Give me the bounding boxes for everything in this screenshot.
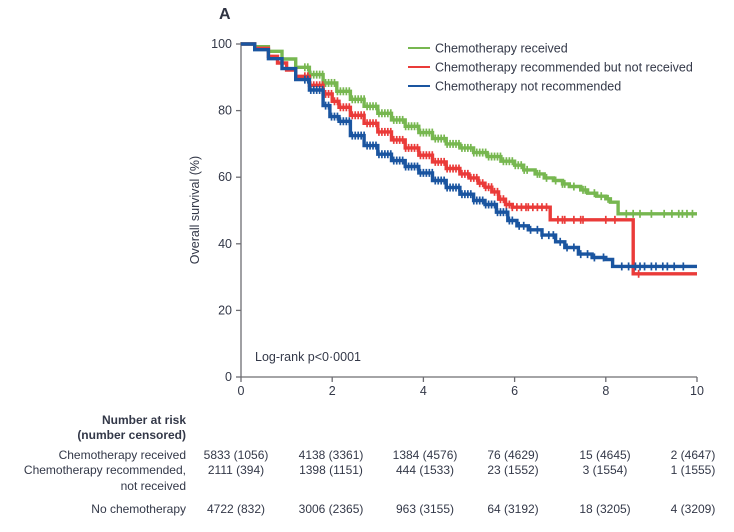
risk-value: 2 (4647)	[670, 448, 716, 462]
risk-value: 1 (1555)	[670, 463, 716, 477]
y-tick-label: 0	[225, 370, 232, 384]
logrank-annotation: Log-rank p<0·0001	[255, 350, 361, 364]
km-curve-2	[241, 42, 697, 269]
x-tick-label: 6	[511, 384, 518, 398]
y-tick-label: 60	[218, 170, 232, 184]
risk-table-header: Number at risk	[101, 413, 186, 427]
survival-chart: 0 20 40 60 80 100 0 2 4 6 8 10 Overall survival (%) C…	[188, 37, 704, 398]
panel-label: A	[219, 6, 231, 23]
risk-value: 3006 (2365)	[298, 502, 364, 516]
risk-value: 3 (1554)	[582, 463, 628, 477]
risk-value: 4 (3209)	[670, 502, 716, 516]
km-curve-0	[241, 42, 697, 216]
risk-table-header: (number censored)	[77, 428, 186, 442]
legend-label-1: Chemotherapy recommended but not receive…	[435, 61, 693, 75]
x-tick-label: 10	[690, 384, 704, 398]
risk-value: 4138 (3361)	[298, 448, 364, 462]
y-tick-label: 40	[218, 237, 232, 251]
risk-row-label: Chemotherapy recommended,	[23, 463, 186, 477]
x-tick-label: 0	[238, 384, 245, 398]
risk-value: 15 (4645)	[579, 448, 631, 462]
risk-row-label: not received	[120, 479, 186, 493]
y-tick-label: 20	[218, 303, 232, 317]
x-tick-label: 8	[602, 384, 609, 398]
risk-value: 4722 (832)	[206, 502, 266, 516]
risk-value: 5833 (1056)	[203, 448, 269, 462]
risk-value: 444 (1533)	[395, 463, 455, 477]
x-tick-label: 4	[420, 384, 427, 398]
risk-value: 23 (1552)	[487, 463, 539, 477]
risk-value: 76 (4629)	[487, 448, 539, 462]
risk-row-label: Chemotherapy received	[58, 448, 186, 462]
risk-value: 963 (3155)	[395, 502, 455, 516]
y-tick-label: 100	[211, 37, 232, 51]
risk-row-label: No chemotherapy	[91, 502, 186, 516]
risk-value: 2111 (394)	[207, 463, 265, 477]
risk-value: 1384 (4576)	[392, 448, 458, 462]
risk-value: 1398 (1151)	[299, 463, 363, 477]
x-tick-label: 2	[329, 384, 336, 398]
y-tick-label: 80	[218, 104, 232, 118]
y-axis-title: Overall survival (%)	[188, 156, 202, 264]
legend-label-2: Chemotherapy not recommended	[435, 80, 621, 94]
risk-value: 18 (3205)	[579, 502, 631, 516]
legend-label-0: Chemotherapy received	[435, 42, 568, 56]
risk-value: 64 (3192)	[487, 502, 539, 516]
